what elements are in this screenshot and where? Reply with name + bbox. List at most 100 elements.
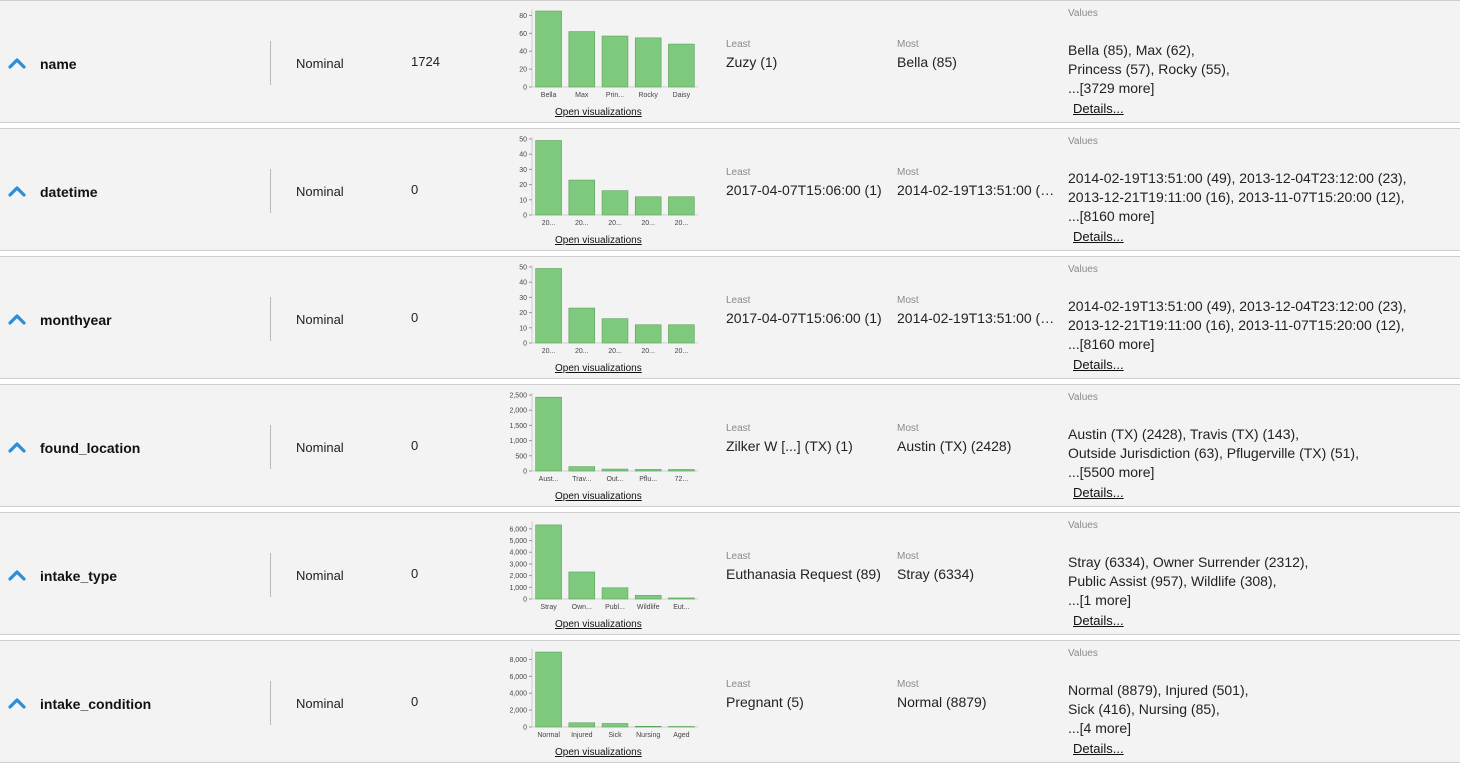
open-visualizations-link[interactable]: Open visualizations xyxy=(555,235,642,246)
details-link[interactable]: Details... xyxy=(1073,229,1124,244)
histogram-bar xyxy=(568,307,596,344)
y-tick-label: 1,000 xyxy=(509,585,527,592)
least-value: Zilker W [...] (TX) (1) xyxy=(726,438,853,454)
histogram-bar xyxy=(668,196,695,216)
y-tick-label: 30 xyxy=(519,295,527,302)
histogram-bar xyxy=(568,571,596,600)
histogram-bar xyxy=(634,196,662,216)
y-tick-label: 20 xyxy=(519,182,527,189)
y-tick-label: 0 xyxy=(523,85,527,92)
x-tick-label: Max xyxy=(575,92,589,99)
details-link[interactable]: Details... xyxy=(1073,485,1124,500)
attribute-name: intake_type xyxy=(40,568,118,584)
values-line: Austin (TX) (2428), Travis (TX) (143), xyxy=(1068,426,1300,442)
open-visualizations-link[interactable]: Open visualizations xyxy=(555,107,642,118)
column-divider xyxy=(270,297,271,341)
chevron-up-icon[interactable] xyxy=(8,697,26,709)
values-list: Normal (8879), Injured (501), Sick (416)… xyxy=(1068,681,1249,738)
y-tick-label: 2,000 xyxy=(509,408,527,415)
x-tick-label: 20... xyxy=(675,220,689,227)
x-tick-label: Daisy xyxy=(673,92,691,99)
histogram-bar xyxy=(601,35,629,88)
attribute-row: intake_condition Nominal 0 0 2,000 4,000 6,… xyxy=(0,640,1460,763)
chevron-up-icon[interactable] xyxy=(8,57,26,69)
histogram-bar xyxy=(634,595,662,600)
missing-count: 1724 xyxy=(411,54,440,69)
values-line: ...[4 more] xyxy=(1068,720,1132,736)
values-line: Outside Jurisdiction (63), Pflugerville … xyxy=(1068,445,1359,461)
values-line: Princess (57), Rocky (55), xyxy=(1068,61,1230,77)
y-tick-label: 4,000 xyxy=(509,550,527,557)
chevron-up-icon[interactable] xyxy=(8,441,26,453)
missing-count: 0 xyxy=(411,566,419,581)
values-label: Values xyxy=(1068,136,1098,147)
open-visualizations-link[interactable]: Open visualizations xyxy=(555,619,642,630)
y-tick-label: 1,500 xyxy=(509,423,527,430)
least-label: Least xyxy=(726,423,751,434)
attribute-type: Nominal xyxy=(296,184,344,199)
histogram-bar xyxy=(601,190,629,216)
histogram-bar xyxy=(668,469,695,472)
details-link[interactable]: Details... xyxy=(1073,613,1124,628)
y-tick-label: 4,000 xyxy=(509,691,527,698)
values-line: 2013-12-21T19:11:00 (16), 2013-11-07T15:… xyxy=(1068,189,1405,205)
histogram-chart[interactable]: 0 500 1,000 1,500 2,000 2,500 Aust... Trav... Ou… xyxy=(500,387,710,487)
most-value: 2014-02-19T13:51:00 (49) xyxy=(897,310,1059,326)
histogram-bar xyxy=(668,43,695,88)
histogram-bar xyxy=(535,524,562,600)
details-link[interactable]: Details... xyxy=(1073,741,1124,756)
y-tick-label: 0 xyxy=(523,213,527,220)
open-visualizations-link[interactable]: Open visualizations xyxy=(555,491,642,502)
x-tick-label: Rocky xyxy=(638,92,658,99)
chevron-up-icon[interactable] xyxy=(8,185,26,197)
missing-count: 0 xyxy=(411,438,419,453)
x-tick-label: 20... xyxy=(675,348,689,355)
y-tick-label: 0 xyxy=(523,597,527,604)
column-divider xyxy=(270,169,271,213)
attribute-type: Nominal xyxy=(296,312,344,327)
histogram-chart[interactable]: 0 1,000 2,000 3,000 4,000 5,000 6,000 Stray Own.… xyxy=(500,515,710,615)
chevron-up-icon[interactable] xyxy=(8,569,26,581)
histogram-bar xyxy=(601,318,629,344)
missing-count: 0 xyxy=(411,694,419,709)
open-visualizations-link[interactable]: Open visualizations xyxy=(555,747,642,758)
x-tick-label: Bella xyxy=(541,92,557,99)
values-label: Values xyxy=(1068,520,1098,531)
x-tick-label: 20... xyxy=(641,348,655,355)
most-label: Most xyxy=(897,39,919,50)
x-tick-label: 20... xyxy=(542,220,556,227)
x-tick-label: Prin... xyxy=(606,92,624,99)
least-value: 2017-04-07T15:06:00 (1) xyxy=(726,182,882,198)
values-line: Sick (416), Nursing (85), xyxy=(1068,701,1220,717)
x-tick-label: 20... xyxy=(575,220,589,227)
x-tick-label: Publ... xyxy=(605,604,625,611)
least-value: Pregnant (5) xyxy=(726,694,804,710)
open-visualizations-link[interactable]: Open visualizations xyxy=(555,363,642,374)
histogram-chart[interactable]: 0 2,000 4,000 6,000 8,000 Normal Injured Sick Nu… xyxy=(500,643,710,743)
histogram-bar xyxy=(601,723,629,728)
attribute-row: found_location Nominal 0 0 500 1,000 1,500 2… xyxy=(0,384,1460,507)
least-label: Least xyxy=(726,295,751,306)
attribute-name: name xyxy=(40,56,77,72)
histogram-bar xyxy=(634,324,662,344)
values-line: Stray (6334), Owner Surrender (2312), xyxy=(1068,554,1309,570)
histogram-chart[interactable]: 0 20 40 60 80 Bella Max Prin... Rocky Daisy xyxy=(500,3,710,103)
histogram-bar xyxy=(668,324,695,344)
most-label: Most xyxy=(897,551,919,562)
histogram-chart[interactable]: 0 10 20 30 40 50 20... 20... 20... 20... 20... xyxy=(500,259,710,359)
chevron-up-icon[interactable] xyxy=(8,313,26,325)
x-tick-label: Trav... xyxy=(572,476,591,483)
y-tick-label: 8,000 xyxy=(509,657,527,664)
histogram-chart[interactable]: 0 10 20 30 40 50 20... 20... 20... 20... 20... xyxy=(500,131,710,231)
details-link[interactable]: Details... xyxy=(1073,357,1124,372)
least-label: Least xyxy=(726,167,751,178)
histogram-bar xyxy=(601,587,629,600)
most-value: Stray (6334) xyxy=(897,566,975,582)
x-tick-label: Sick xyxy=(608,732,622,739)
details-link[interactable]: Details... xyxy=(1073,101,1124,116)
x-tick-label: 20... xyxy=(542,348,556,355)
values-line: Public Assist (957), Wildlife (308), xyxy=(1068,573,1277,589)
least-label: Least xyxy=(726,679,751,690)
y-tick-label: 6,000 xyxy=(509,526,527,533)
